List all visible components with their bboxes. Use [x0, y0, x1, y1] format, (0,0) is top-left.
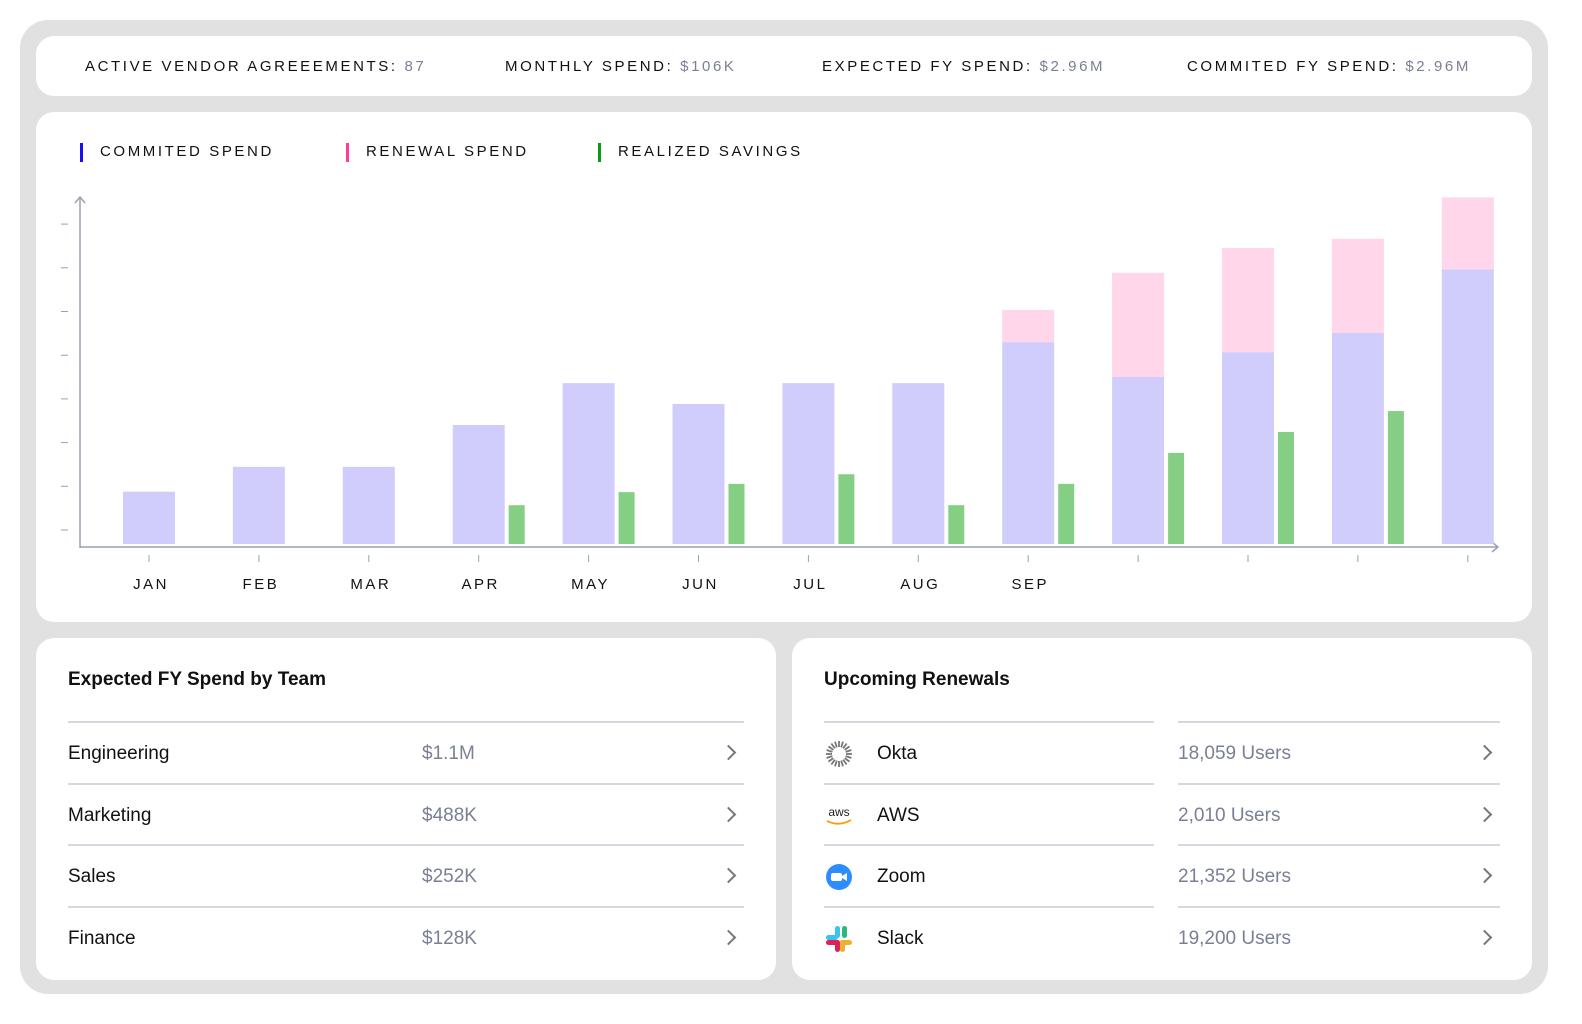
chart-svg: JAN FEB MAR APR MAY JUN JUL AUG SEP	[61, 195, 1500, 593]
team-spend: $1.1M	[422, 743, 475, 764]
legend-savings: REALIZED SAVINGS	[598, 143, 803, 162]
stat-committed-fy: COMMITED FY SPEND: $2.96M	[1187, 58, 1471, 75]
chevron-right-icon	[720, 867, 737, 884]
x-tick-label: SEP	[1011, 576, 1049, 593]
chevron-right-icon	[720, 929, 737, 945]
bar-savings	[508, 505, 525, 544]
bar-committed	[342, 466, 395, 544]
team-name: Engineering	[68, 743, 170, 764]
team-spend: $128K	[422, 927, 477, 949]
bar-committed	[562, 383, 615, 544]
bar-renewal	[1441, 197, 1494, 270]
chevron-right-icon	[1476, 744, 1493, 761]
renewal-row[interactable]: 2,010 Users	[1178, 782, 1500, 844]
stats-bar: ACTIVE VENDOR AGREEEMENTS: 87 MONTHLY SP…	[36, 36, 1532, 96]
chevron-right-icon	[1476, 867, 1493, 884]
vendor-users: 2,010 Users	[1178, 804, 1281, 826]
team-row[interactable]: Marketing $488K	[68, 782, 744, 844]
stat-active-agreements: ACTIVE VENDOR AGREEEMENTS: 87	[85, 58, 427, 75]
x-tick-label: APR	[462, 576, 500, 593]
stat-monthly-spend: MONTHLY SPEND: $106K	[505, 58, 737, 75]
renewals-panel-title: Upcoming Renewals	[824, 669, 1010, 690]
x-tick-label: MAY	[571, 576, 610, 593]
renewal-vendor: aws AWS	[824, 782, 1154, 844]
bar-committed	[232, 466, 285, 544]
stat-expected-fy: EXPECTED FY SPEND: $2.96M	[822, 58, 1106, 75]
bar-renewal	[1331, 238, 1384, 333]
bar-renewal	[1112, 272, 1165, 378]
vendor-name: AWS	[877, 804, 920, 826]
bar-committed	[123, 491, 175, 544]
chevron-right-icon	[1476, 929, 1493, 945]
renewal-row[interactable]: 19,200 Users	[1178, 905, 1500, 967]
team-spend: $252K	[422, 866, 477, 887]
chevron-right-icon	[720, 744, 737, 761]
bar-savings	[1168, 452, 1185, 544]
bar-committed	[1222, 352, 1274, 544]
x-tick-label: JUN	[682, 576, 719, 593]
vendor-name: Slack	[877, 927, 924, 949]
bar-savings	[1278, 431, 1294, 544]
bar-committed	[1441, 269, 1494, 544]
renewals-panel: Upcoming Renewals Okta 18,059 Users aws …	[792, 638, 1532, 980]
bar-renewal	[1002, 309, 1055, 343]
chevron-right-icon	[720, 806, 737, 822]
chevron-right-icon	[1476, 806, 1493, 822]
y-axis-arrow-icon	[74, 195, 86, 204]
vendor-name: Zoom	[877, 866, 926, 887]
team-spend-panel: Expected FY Spend by Team Engineering $1…	[36, 638, 776, 980]
bar-savings	[728, 483, 745, 544]
team-name: Finance	[68, 927, 136, 949]
bar-renewal	[1222, 247, 1274, 353]
vendor-users: 18,059 Users	[1178, 743, 1292, 764]
vendor-users: 21,352 Users	[1178, 866, 1292, 887]
vendor-name: Okta	[877, 743, 918, 764]
team-spend: $488K	[422, 804, 477, 826]
team-name: Sales	[68, 866, 116, 887]
team-row[interactable]: Finance $128K	[68, 905, 744, 967]
vendor-users: 19,200 Users	[1178, 927, 1292, 949]
bar-committed	[1112, 377, 1165, 544]
team-row[interactable]: Engineering $1.1M	[68, 721, 744, 782]
x-tick-label: JAN	[133, 576, 169, 593]
legend-committed: COMMITED SPEND	[80, 143, 274, 162]
renewal-vendor: Zoom	[824, 844, 1154, 905]
bar-savings	[1387, 411, 1404, 544]
renewal-vendor: Okta	[824, 721, 1154, 782]
x-tick-label: AUG	[900, 576, 940, 593]
x-tick-label: JUL	[793, 576, 827, 593]
bar-committed	[1002, 342, 1055, 544]
bar-savings	[838, 474, 855, 544]
team-panel-title: Expected FY Spend by Team	[68, 669, 326, 690]
bar-savings	[618, 492, 635, 544]
bar-committed	[1331, 332, 1384, 544]
renewal-row[interactable]: 18,059 Users	[1178, 721, 1500, 782]
renewal-row[interactable]: 21,352 Users	[1178, 844, 1500, 905]
legend-renewal: RENEWAL SPEND	[346, 143, 529, 162]
bar-savings	[1058, 483, 1075, 544]
bar-committed	[672, 404, 725, 544]
bar-committed	[452, 424, 505, 544]
x-tick-label: MAR	[350, 576, 391, 593]
team-row[interactable]: Sales $252K	[68, 844, 744, 905]
x-axis-arrow-icon	[1491, 541, 1500, 553]
bar-savings	[948, 505, 965, 544]
bar-committed	[892, 383, 945, 544]
bar-committed	[782, 383, 835, 544]
team-name: Marketing	[68, 804, 152, 826]
spend-chart: COMMITED SPEND RENEWAL SPEND REALIZED SA…	[36, 112, 1532, 622]
x-tick-label: FEB	[243, 576, 280, 593]
svg-text:aws: aws	[828, 805, 849, 819]
renewal-vendor: Slack	[824, 905, 1154, 967]
